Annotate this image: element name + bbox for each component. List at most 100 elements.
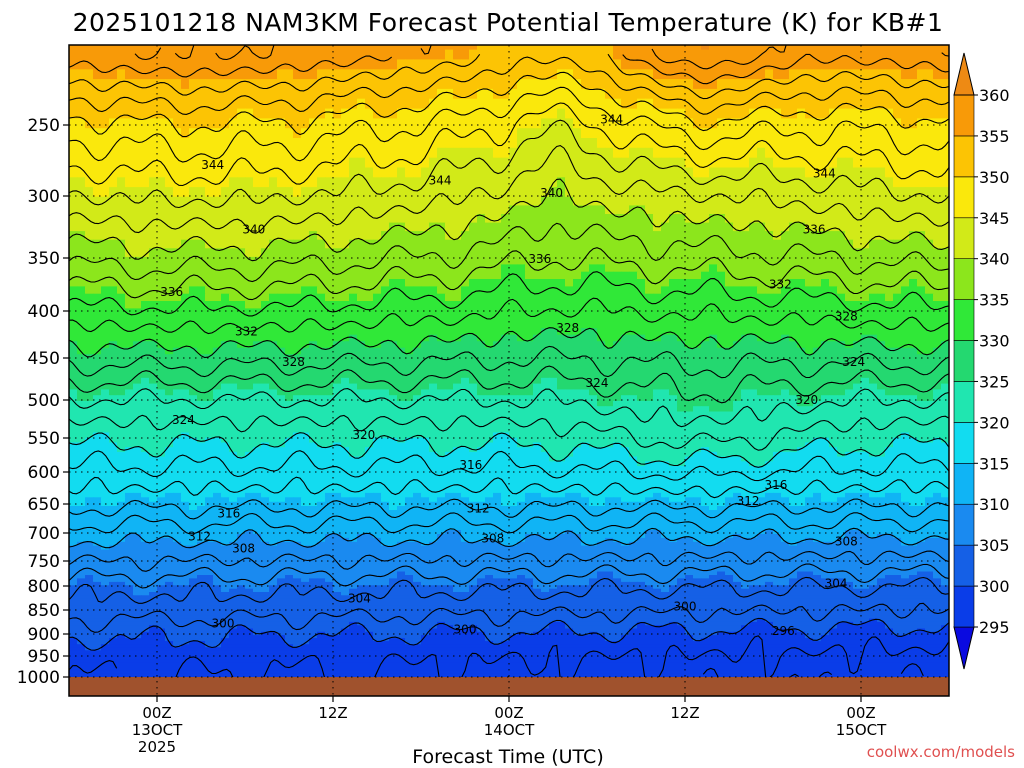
contour-fill-cell: [381, 256, 390, 265]
contour-fill-cell: [197, 239, 206, 249]
contour-fill-cell: [477, 45, 486, 51]
contour-fill-cell: [213, 222, 222, 232]
contour-fill-cell: [341, 157, 350, 169]
contour-fill-cell: [773, 49, 782, 60]
contour-fill-cell: [869, 177, 878, 188]
contour-fill-cell: [749, 286, 758, 295]
contour-fill-cell: [237, 167, 246, 178]
contour-fill-cell: [613, 196, 622, 206]
contour-fill-cell: [213, 239, 222, 249]
contour-fill-cell: [157, 177, 166, 188]
contour-fill-cell: [637, 308, 646, 316]
contour-fill-cell: [661, 167, 670, 178]
contour-fill-cell: [853, 177, 862, 188]
contour-fill-cell: [885, 301, 894, 309]
contour-fill-cell: [101, 222, 110, 232]
contour-fill-cell: [149, 128, 158, 139]
contour-fill-cell: [317, 128, 326, 139]
contour-fill-cell: [685, 69, 694, 80]
contour-fill-cell: [749, 383, 758, 390]
contour-fill-cell: [669, 321, 678, 329]
contour-fill-cell: [269, 395, 278, 402]
contour-fill-cell: [581, 79, 590, 90]
contour-fill-cell: [69, 248, 78, 258]
contour-fill-cell: [229, 108, 238, 119]
contour-fill-cell: [389, 366, 398, 373]
contour-fill-cell: [213, 372, 222, 379]
contour-fill-cell: [365, 69, 374, 80]
contour-fill-cell: [661, 383, 670, 390]
contour-fill-cell: [181, 315, 190, 323]
contour-fill-cell: [133, 147, 142, 159]
contour-fill-cell: [909, 214, 918, 224]
contour-fill-cell: [181, 286, 190, 295]
contour-fill-cell: [901, 69, 910, 80]
contour-fill-cell: [861, 377, 870, 385]
contour-fill-cell: [341, 248, 350, 258]
contour-fill-cell: [541, 98, 550, 110]
contour-fill-cell: [589, 108, 598, 119]
contour-fill-cell: [781, 239, 790, 249]
contour-fill-cell: [885, 196, 894, 206]
contour-fill-cell: [549, 372, 558, 379]
contour-fill-cell: [509, 366, 518, 373]
contour-fill-cell: [925, 360, 934, 367]
contour-fill-cell: [637, 321, 646, 329]
contour-fill-cell: [141, 395, 150, 402]
contour-fill-cell: [341, 308, 350, 316]
contour-fill-cell: [453, 389, 462, 396]
contour-fill-cell: [69, 400, 78, 407]
contour-fill-cell: [773, 177, 782, 188]
contour-fill-cell: [717, 395, 726, 402]
contour-fill-cell: [741, 279, 750, 287]
contour-fill-cell: [141, 360, 150, 367]
contour-fill-cell: [469, 98, 478, 110]
contour-fill-cell: [621, 167, 630, 178]
contour-fill-cell: [613, 315, 622, 323]
contour-fill-cell: [333, 128, 342, 139]
contour-fill-cell: [109, 315, 118, 323]
contour-fill-cell: [477, 157, 486, 169]
contour-fill-cell: [397, 196, 406, 206]
contour-fill-cell: [845, 239, 854, 249]
contour-fill-cell: [253, 377, 262, 385]
contour-fill-cell: [613, 45, 622, 51]
contour-fill-cell: [333, 383, 342, 390]
contour-fill-cell: [101, 79, 110, 90]
contour-fill-cell: [413, 222, 422, 232]
contour-fill-cell: [853, 59, 862, 70]
contour-fill-cell: [541, 256, 550, 265]
contour-fill-cell: [117, 366, 126, 373]
contour-fill-cell: [757, 239, 766, 249]
contour-fill-cell: [581, 360, 590, 367]
contour-fill-cell: [917, 366, 926, 373]
contour-fill-cell: [613, 88, 622, 100]
contour-fill-cell: [309, 118, 318, 129]
contour-fill-cell: [565, 239, 574, 249]
contour-fill-cell: [685, 128, 694, 139]
contour-fill-cell: [917, 239, 926, 249]
contour-fill-cell: [733, 45, 742, 51]
contour-fill-cell: [701, 157, 710, 169]
contour-fill-cell: [469, 167, 478, 178]
contour-fill-cell: [301, 308, 310, 316]
contour-fill-cell: [141, 214, 150, 224]
contour-fill-cell: [541, 372, 550, 379]
contour-fill-cell: [69, 214, 78, 224]
contour-fill-cell: [453, 279, 462, 287]
contour-fill-cell: [221, 301, 230, 309]
contour-fill-cell: [725, 334, 734, 342]
contour-fill-cell: [213, 205, 222, 215]
contour-fill-cell: [133, 157, 142, 169]
contour-fill-cell: [325, 45, 334, 51]
contour-fill-cell: [493, 321, 502, 329]
contour-fill-cell: [237, 59, 246, 70]
contour-fill-cell: [637, 167, 646, 178]
contour-fill-cell: [533, 98, 542, 110]
contour-fill-cell: [581, 239, 590, 249]
contour-fill-cell: [661, 108, 670, 119]
contour-fill-cell: [301, 293, 310, 302]
contour-fill-cell: [533, 383, 542, 390]
contour-fill-cell: [181, 366, 190, 373]
contour-fill-cell: [109, 321, 118, 329]
